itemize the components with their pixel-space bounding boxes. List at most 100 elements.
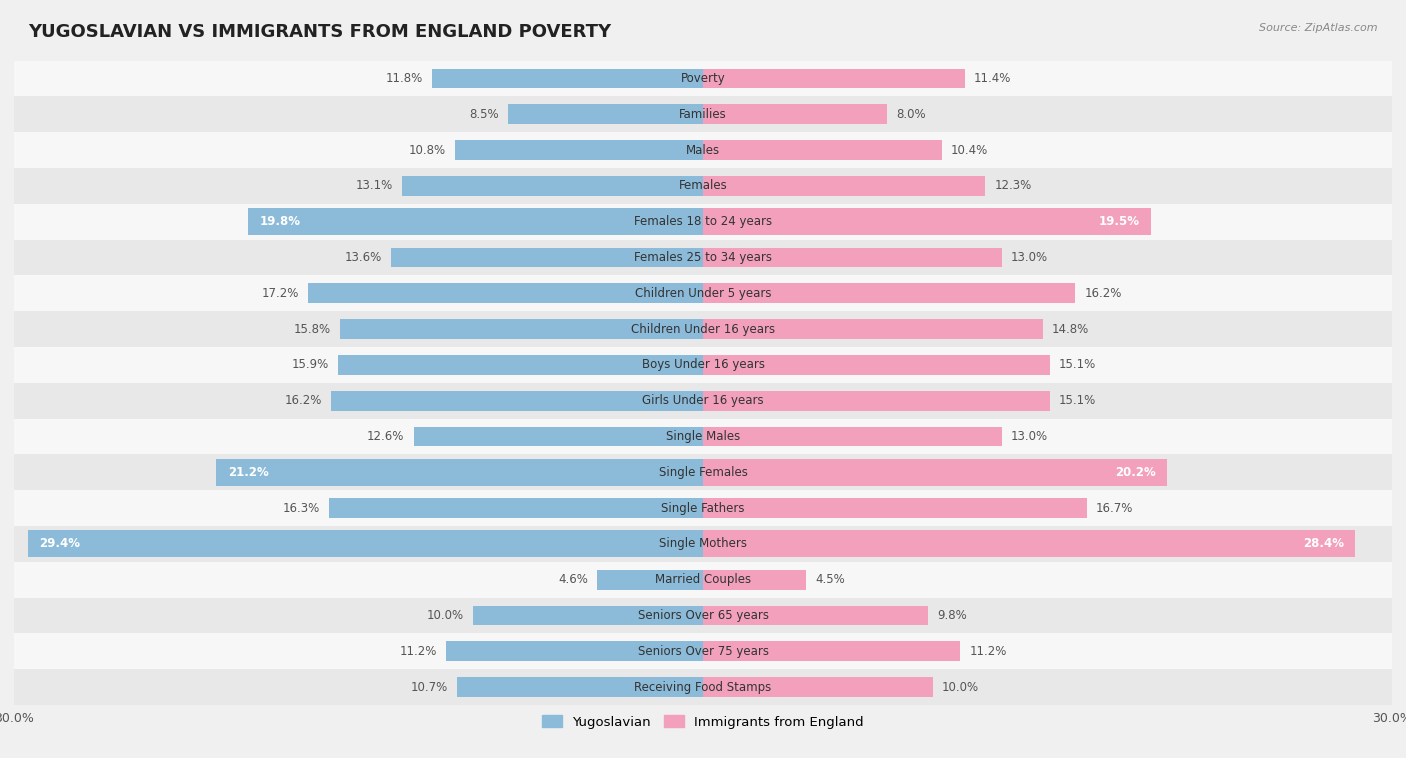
Bar [703, 283, 1076, 303]
Text: Seniors Over 75 years: Seniors Over 75 years [637, 645, 769, 658]
Bar [703, 391, 1050, 411]
Text: Females 18 to 24 years: Females 18 to 24 years [634, 215, 772, 228]
Bar [14, 418, 1392, 454]
Text: Seniors Over 65 years: Seniors Over 65 years [637, 609, 769, 622]
Bar [14, 240, 1392, 275]
Text: Females 25 to 34 years: Females 25 to 34 years [634, 251, 772, 264]
Bar [14, 383, 1392, 418]
Bar [703, 531, 1355, 557]
Text: Single Mothers: Single Mothers [659, 537, 747, 550]
Text: 28.4%: 28.4% [1303, 537, 1344, 550]
Text: 8.0%: 8.0% [896, 108, 925, 121]
Text: 14.8%: 14.8% [1052, 323, 1090, 336]
Text: Girls Under 16 years: Girls Under 16 years [643, 394, 763, 407]
Text: Boys Under 16 years: Boys Under 16 years [641, 359, 765, 371]
Text: Families: Families [679, 108, 727, 121]
Text: 12.6%: 12.6% [367, 430, 405, 443]
Text: 16.2%: 16.2% [284, 394, 322, 407]
Bar [457, 677, 703, 697]
Bar [703, 677, 932, 697]
Text: Males: Males [686, 143, 720, 157]
Text: Source: ZipAtlas.com: Source: ZipAtlas.com [1260, 23, 1378, 33]
Bar [703, 641, 960, 661]
Bar [217, 459, 703, 486]
Bar [14, 347, 1392, 383]
Bar [28, 531, 703, 557]
Bar [703, 427, 1001, 446]
Text: 13.0%: 13.0% [1011, 251, 1047, 264]
Text: Children Under 16 years: Children Under 16 years [631, 323, 775, 336]
Bar [14, 275, 1392, 312]
Text: 16.3%: 16.3% [283, 502, 319, 515]
Text: 4.5%: 4.5% [815, 573, 845, 586]
Text: Children Under 5 years: Children Under 5 years [634, 287, 772, 300]
Text: 20.2%: 20.2% [1115, 465, 1156, 479]
Bar [14, 312, 1392, 347]
Bar [703, 69, 965, 89]
Bar [308, 283, 703, 303]
Bar [340, 319, 703, 339]
Text: 11.4%: 11.4% [974, 72, 1011, 85]
Bar [14, 168, 1392, 204]
Text: 16.2%: 16.2% [1084, 287, 1122, 300]
Bar [14, 669, 1392, 705]
Bar [703, 570, 807, 590]
Bar [391, 248, 703, 268]
Bar [703, 176, 986, 196]
Bar [14, 634, 1392, 669]
Text: 10.8%: 10.8% [409, 143, 446, 157]
Text: 15.1%: 15.1% [1059, 359, 1097, 371]
Text: Single Females: Single Females [658, 465, 748, 479]
Bar [14, 61, 1392, 96]
Text: 19.8%: 19.8% [260, 215, 301, 228]
Bar [14, 204, 1392, 240]
Text: Females: Females [679, 180, 727, 193]
Text: Single Males: Single Males [666, 430, 740, 443]
Text: 13.1%: 13.1% [356, 180, 392, 193]
Text: 10.4%: 10.4% [950, 143, 988, 157]
Bar [413, 427, 703, 446]
Bar [14, 454, 1392, 490]
Bar [337, 355, 703, 374]
Bar [703, 498, 1087, 518]
Text: 10.0%: 10.0% [427, 609, 464, 622]
Bar [703, 459, 1167, 486]
Text: 15.1%: 15.1% [1059, 394, 1097, 407]
Bar [703, 140, 942, 160]
Text: Married Couples: Married Couples [655, 573, 751, 586]
Legend: Yugoslavian, Immigrants from England: Yugoslavian, Immigrants from England [537, 709, 869, 734]
Bar [432, 69, 703, 89]
Text: 10.7%: 10.7% [411, 681, 449, 694]
Text: 17.2%: 17.2% [262, 287, 299, 300]
Bar [402, 176, 703, 196]
Text: Single Fathers: Single Fathers [661, 502, 745, 515]
Bar [703, 208, 1152, 235]
Text: 8.5%: 8.5% [470, 108, 499, 121]
Bar [249, 208, 703, 235]
Bar [446, 641, 703, 661]
Bar [598, 570, 703, 590]
Bar [456, 140, 703, 160]
Text: Poverty: Poverty [681, 72, 725, 85]
Bar [703, 105, 887, 124]
Bar [329, 498, 703, 518]
Text: 11.2%: 11.2% [399, 645, 437, 658]
Text: 15.9%: 15.9% [291, 359, 329, 371]
Text: 9.8%: 9.8% [938, 609, 967, 622]
Text: 11.2%: 11.2% [969, 645, 1007, 658]
Bar [14, 96, 1392, 132]
Bar [703, 319, 1043, 339]
Text: 13.0%: 13.0% [1011, 430, 1047, 443]
Bar [14, 132, 1392, 168]
Text: 16.7%: 16.7% [1095, 502, 1133, 515]
Text: 12.3%: 12.3% [994, 180, 1032, 193]
Text: YUGOSLAVIAN VS IMMIGRANTS FROM ENGLAND POVERTY: YUGOSLAVIAN VS IMMIGRANTS FROM ENGLAND P… [28, 23, 612, 41]
Text: 19.5%: 19.5% [1098, 215, 1139, 228]
Bar [703, 355, 1050, 374]
Text: 13.6%: 13.6% [344, 251, 381, 264]
Text: 15.8%: 15.8% [294, 323, 330, 336]
Bar [14, 597, 1392, 634]
Bar [14, 490, 1392, 526]
Text: 29.4%: 29.4% [39, 537, 80, 550]
Bar [14, 526, 1392, 562]
